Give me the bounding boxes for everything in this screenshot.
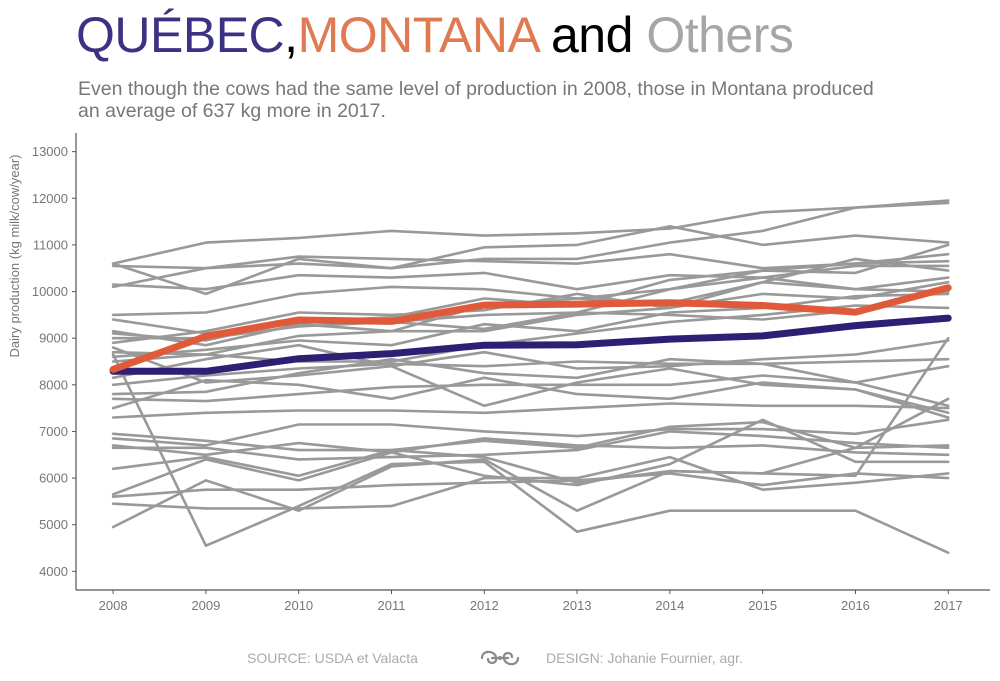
x-tick-label: 2008 — [99, 598, 128, 613]
x-tick-label: 2014 — [655, 598, 684, 613]
x-tick-label: 2010 — [284, 598, 313, 613]
subtitle-line-1: Even though the cows had the same level … — [78, 78, 874, 100]
chart-title: QUÉBEC,MONTANA and Others — [76, 4, 794, 66]
subtitle-line-2: an average of 637 kg more in 2017. — [78, 100, 386, 122]
chart-axes: 4000 5000 6000 7000 8000 9000 10000 11000 12000 1… — [32, 133, 990, 613]
y-tick-label: 10000 — [32, 284, 68, 299]
y-tick-label: 8000 — [39, 377, 68, 392]
x-tick-label: 2016 — [841, 598, 870, 613]
y-tick-label: 11000 — [33, 237, 68, 252]
x-tick-label: 2017 — [934, 598, 963, 613]
y-tick-label: 6000 — [39, 471, 68, 486]
y-tick-label: 12000 — [32, 191, 68, 206]
highlight-series-lines — [109, 284, 952, 375]
x-tick-label: 2015 — [748, 598, 777, 613]
x-tick-label: 2009 — [191, 598, 220, 613]
series-line-other — [111, 339, 950, 380]
series-line-other — [111, 336, 950, 529]
y-tick-label: 9000 — [39, 331, 68, 346]
y-axis-title: Dairy production (kg milk/cow/year) — [7, 154, 22, 357]
series-line-other — [111, 276, 950, 317]
series-line-other — [111, 353, 950, 555]
y-tick-label: 7000 — [39, 424, 68, 439]
series-line-other — [111, 397, 950, 452]
title-montana: MONTANA — [297, 7, 539, 63]
series-line-other — [111, 252, 950, 340]
series-line-highlight-2 — [109, 314, 952, 375]
y-tick-label: 13000 — [32, 144, 68, 159]
title-separator-1: , — [284, 7, 298, 63]
footer-source: SOURCE: USDA et Valacta — [247, 650, 418, 666]
series-line-other — [111, 418, 950, 447]
series-line-other — [111, 199, 950, 265]
x-tick-label: 2013 — [563, 598, 592, 613]
series-line-other — [111, 472, 950, 499]
series-line-other — [111, 225, 950, 296]
y-tick-label: 5000 — [39, 517, 68, 532]
title-quebec: QUÉBEC — [76, 7, 285, 63]
series-line-other — [111, 292, 950, 359]
series-line-other — [111, 357, 950, 387]
ornament-icon — [478, 646, 522, 673]
series-line-other — [111, 201, 950, 289]
other-series-lines — [111, 199, 950, 555]
title-separator-2: and — [537, 7, 647, 63]
series-line-other — [111, 455, 950, 510]
x-tick-label: 2011 — [378, 598, 406, 613]
x-tick-label: 2012 — [470, 598, 499, 613]
y-tick-label: 4000 — [39, 564, 68, 579]
footer-design: DESIGN: Johanie Fournier, agr. — [546, 650, 743, 666]
series-line-other — [111, 444, 950, 485]
series-line-highlight-1 — [109, 284, 952, 373]
series-line-other — [111, 346, 950, 419]
series-line-other — [111, 402, 950, 419]
title-others: Others — [646, 7, 794, 63]
series-line-other — [111, 437, 950, 457]
chart-subtitle: Even though the cows had the same level … — [78, 78, 978, 122]
